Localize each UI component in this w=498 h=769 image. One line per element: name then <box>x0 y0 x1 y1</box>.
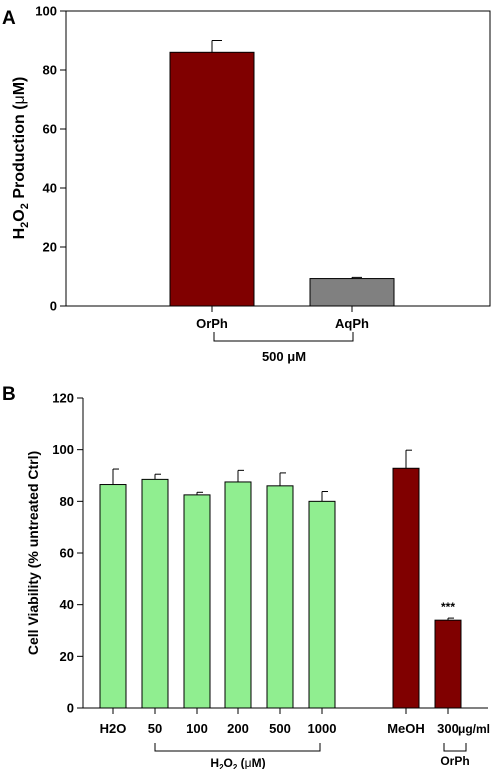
panel-b-y-axis-label: Cell Viability (% untreated Ctrl) <box>25 451 41 655</box>
panel-a-x-axis: OrPh AqPh <box>196 306 369 331</box>
x-tick-label: 100 <box>186 721 208 736</box>
y-tick-label: 20 <box>43 240 57 255</box>
bar-orph <box>169 51 255 307</box>
x-tick-label: 500 <box>269 721 291 736</box>
y-tick-label: 0 <box>67 701 74 716</box>
panel-a-label: A <box>2 8 16 29</box>
panel-a-y-axis-label: H2O2 Production (μM) <box>11 77 31 240</box>
y-tick-label: 120 <box>52 391 74 406</box>
bar-aqph <box>309 278 395 307</box>
bar-50 <box>141 478 169 709</box>
x-tick-label: H2O <box>100 721 127 736</box>
x-tick-label: 200 <box>227 721 249 736</box>
panel-b-label: B <box>2 384 16 405</box>
x-tick-label: MeOH <box>387 721 425 736</box>
x-tick-label: OrPh <box>196 316 228 331</box>
bar-meoh <box>392 467 420 709</box>
panel-b-bars: *** <box>99 449 462 709</box>
y-tick-label: 60 <box>43 122 57 137</box>
panel-a: A 0 20 40 60 80 100 OrPh AqPh 500 μM H2O2 Prod… <box>2 4 491 364</box>
panel-b-group-label-h2o2: H2O2 (μM) <box>210 756 265 769</box>
bar-100 <box>183 494 211 709</box>
y-tick-label: 40 <box>43 181 57 196</box>
significance-annotation: *** <box>441 600 455 614</box>
y-tick-label: 60 <box>60 546 74 561</box>
y-tick-label: 80 <box>60 494 74 509</box>
bar-500 <box>266 485 294 709</box>
bar-200 <box>224 481 252 709</box>
y-tick-label: 40 <box>60 597 74 612</box>
x-tick-label: 300 <box>437 721 459 736</box>
y-tick-label: 100 <box>35 4 57 19</box>
y-tick-label: 80 <box>43 63 57 78</box>
x-tick-label: 50 <box>148 721 162 736</box>
panel-b: B 0 20 40 60 80 100 120 *** H2O 50 100 200 500 1000… <box>2 384 490 769</box>
bar-h2o <box>99 484 127 709</box>
panel-a-group-label: 500 μM <box>262 349 306 364</box>
y-tick-label: 100 <box>52 442 74 457</box>
panel-a-y-axis: 0 20 40 60 80 100 <box>35 4 66 314</box>
x-tick-label: 1000 <box>308 721 337 736</box>
panel-a-bars <box>169 40 395 307</box>
panel-b-group-bracket-h2o2 <box>154 743 321 752</box>
y-tick-label: 20 <box>60 649 74 664</box>
bar-300 <box>434 619 462 709</box>
panel-b-group-bracket-orph <box>443 743 467 752</box>
panel-b-group-label-orph: OrPh <box>440 754 469 768</box>
panel-b-unit-label: μg/ml <box>458 722 490 736</box>
panel-b-y-axis: 0 20 40 60 80 100 120 <box>52 391 83 716</box>
panel-a-group-bracket <box>213 332 354 342</box>
bar-1000 <box>308 500 336 709</box>
panel-b-x-axis: H2O 50 100 200 500 1000 MeOH 300 <box>100 708 459 736</box>
y-tick-label: 0 <box>50 299 57 314</box>
panel-a-frame <box>65 10 491 307</box>
x-tick-label: AqPh <box>335 316 369 331</box>
